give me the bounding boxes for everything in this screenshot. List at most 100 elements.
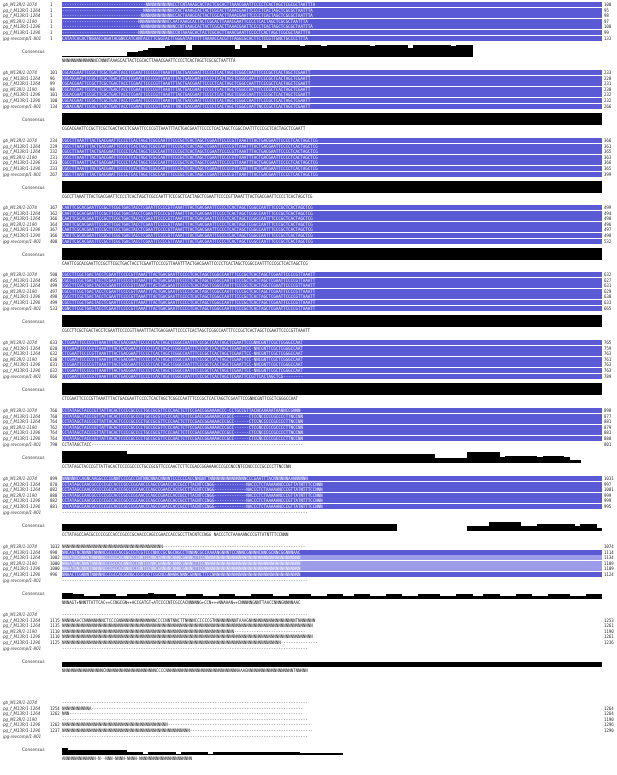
sequence-row[interactable]: pg_f_M13R/1-1296 367 CAATTCGCACGAATTCCGCTT… [0,227,617,233]
sequence-row[interactable]: pg_f_M13R/1-1264 1 -----------------------… [0,13,617,19]
sequence-row[interactable]: pg_f_M13R/1-1290 499 CGCCTTCGCTGACTACCTCGA… [0,300,617,305]
sequence-residues: --------------------------------NNNNNNNN… [62,13,602,19]
sequence-row[interactable]: pg_f_M13R/1-1264 878 CCTATAGCCAACGCCCCCGCC… [0,481,617,487]
consensus-bar [386,383,392,396]
sequence-row[interactable]: pg_f_M13R/1-1264 1 -----------------------… [0,7,617,13]
consensus-bar [423,662,430,668]
consensus-bar [332,315,338,328]
sequence-row[interactable]: jpg-revcomp/1-801 -----------------------… [0,578,617,583]
sequence-row[interactable]: pg_f_M13R/1-1290 1125 NNNNNNNNNNNNNNNNNNNN… [0,640,617,645]
sequence-row[interactable]: pg_f_M13R/1-1264 998 NNCAGTNCNNNNTNNNNCGCC… [0,549,617,555]
sequence-row[interactable]: pg_f_M13R/1-1290 1 -----------------------… [0,30,617,35]
sequence-row[interactable]: pg_f_M13R/1-1296 101 CGCACGAATTCCGCTTCGCTG… [0,92,617,98]
consensus-bar [191,524,198,532]
sequence-row[interactable]: gb_M13R/1-1074 500 CGCCTTCGCTGACTACCTCGAAT… [0,272,617,277]
sequence-row[interactable]: pg_f_M13R/1-1290 996 NNAACTCGNNNTNNNNNCCCG… [0,572,617,577]
sequence-row[interactable]: pg_f_M13R/1-1264 96 CGCACGAATTCCGCTTCGCTGA… [0,75,617,81]
sequence-row[interactable]: jpg-revcomp/1-801 666 CTCGAATTCCCCGTTAAATT… [0,373,617,379]
sequence-row[interactable]: jpg-revcomp/1-801 -----------------------… [0,646,617,651]
sequence-row[interactable]: pg_M13R/1-1190 630 CTCGAATTCCCCGTTAAATTTAC… [0,356,617,362]
sequence-row[interactable]: pg_f_M13R/1-1296 1110 NNNNNNNNNNNNNNNNNNNN… [0,634,617,639]
consensus-bar [94,662,101,668]
sequence-row[interactable]: pg_f_M13R/1-1290 764 CCTATAGCTACCCGTTATTAC… [0,436,617,441]
sequence-row[interactable]: pg_f_M13R/1-1264 760 CCTATAGCTACCCGTTATTAC… [0,413,617,419]
consensus-bar [240,315,246,328]
consensus-bar [348,524,354,532]
sequence-row[interactable]: jpg-revcomp/1-801 1 CATATCACACTNGAACCAGATA… [0,35,617,41]
sequence-row[interactable]: gb_M13R/1-1074 1032 NNNNNNNNNNNNNNNNNNNNNN… [0,544,617,549]
sequence-row[interactable]: pg_f_M13R/1-1264 1135 NNNNNNNNNNNNNNNNNNNN… [0,623,617,628]
sequence-row[interactable]: pg_f_M13R/1-1296 631 CTCGAATTCCCCGTTAAATTT… [0,362,617,368]
sequence-row[interactable]: pg_f_M13R/1-1264 628 CTCGAATTCCCCGTTAAATTT… [0,345,617,351]
sequence-row[interactable]: pg_f_M13R/1-1264 1262 NNN-----------------… [0,711,617,716]
sequence-row[interactable]: gb_M13R/1-1074 1 -------------------------… [0,2,617,7]
sequence-row[interactable]: gb_M13R/1-1074 --------------------------… [0,612,617,617]
sequence-row[interactable]: pg_f_M13R/1-1290 881 CCTATAGCCAACGCCCCCGCC… [0,504,617,509]
sequence-row[interactable]: pg_f_M13R/1-1296 1000 NNAATNNCNNNTNNNNNCCC… [0,566,617,572]
sequence-row[interactable]: pg_f_M13R/1-1264 499 CGCCTTCGCTGACTACCTCGA… [0,283,617,289]
sequence-row[interactable]: pg_f_M13R/1-1296 1 -----------------------… [0,24,617,30]
sequence-row[interactable]: gb_M13R/1-1074 101 CGCACGAATTCCGCTTCGCTGAC… [0,70,617,75]
sequence-row[interactable]: pg_M13R/1-1190 880 CCTATAGCCAACGCCCCCGCCAC… [0,492,617,498]
sequence-row[interactable]: pg_f_M13R/1-1264 632 CTCGAATTCCCCGTTAAATTT… [0,351,617,357]
sequence-row[interactable]: pg_f_M13R/1-1290 233 CGCCTTAAATTTACTGACGAA… [0,166,617,171]
sequence-row[interactable]: pg_f_M13R/1-1264 1254 NNNNNNNNNNNA--------… [0,706,617,711]
consensus-bar [78,750,84,756]
sequence-row[interactable]: jpg-revcomp/1-801 267 CGCCTTAAATTTACTGACGA… [0,171,617,177]
sequence-residues: ---------------------------------NNNNNNN… [62,7,602,13]
sequence-row[interactable]: pg_M13R/1-1190 1110 NNNNNNNNNNNNNNNNNNNNNN… [0,629,617,634]
consensus-bar [116,524,122,532]
sequence-row[interactable]: pg_f_M13R/1-1290 632 CTCGAATTCCCCGTTAAATTT… [0,368,617,373]
sequence-row[interactable]: gb_M13R/1-1074 234 CGCCTTAAATTTACTGACGAATT… [0,138,617,143]
sequence-row[interactable]: pg_f_M13R/1-1296 233 CGCCTTAAATTTACTGACGAA… [0,160,617,166]
sequence-row[interactable]: gb_M13R/1-1074 --------------------------… [0,700,617,705]
sequence-row[interactable]: pg_f_M13R/1-1264 764 CCTATAGCTACCCGTTATTAC… [0,419,617,425]
consensus-bar [62,56,68,58]
sequence-row[interactable]: pg_f_M13R/1-1264 1002 NNAATNCNNNNTNNNNNCCC… [0,555,617,561]
sequence-row[interactable]: pg_f_M13R/1-1296 498 CGCCTTCGCTGACTACCTCGA… [0,294,617,300]
sequence-row[interactable]: jpg-revcomp/1-801 400 CAATTCGCACGAATTCCGCT… [0,238,617,244]
sequence-row[interactable]: pg_f_M13R/1-1296 764 CCTATAGCTACCCGTTATTAC… [0,430,617,436]
sequence-row[interactable]: pg_f_M13R/1-1296 1262 NNNNNNNNNNNNNNNNNNNN… [0,722,617,727]
sequence-row[interactable]: pg_f_M13R/1-1264 1115 NNNNNAACCNNNNNNNNCTC… [0,618,617,623]
sequence-row[interactable]: pg_f_M13R/1-1264 366 CAATTCGCACGAATTCCGCTT… [0,216,617,222]
sequence-row[interactable]: pg_f_M13R/1-1264 495 CGCCTTCGCTGACTACCTCGA… [0,277,617,283]
sequence-row[interactable]: pg_f_M13R/1-1264 232 CGCCTTAAATTTACTGACGAA… [0,149,617,155]
sequence-row[interactable]: pg_f_M13R/1-1290 1237 NNNNNNNNNNNNNNNNNNNN… [0,728,617,733]
sequence-row[interactable]: pg_f_M13R/1-1296 882 CCTATAGCCAACGCCCCCGCC… [0,498,617,504]
sequence-row[interactable]: pg_M13R/1-1190 364 CAATTCGCACGAATTCCGCTTCG… [0,221,617,227]
consensus-bar [483,662,489,668]
sequence-row[interactable]: pg_f_M13R/1-1290 366 CAATTCGCACGAATTCCGCTT… [0,233,617,238]
consensus-bar [413,315,419,328]
consensus-bar [170,751,176,756]
sequence-row[interactable]: jpg-revcomp/1-801 790 CCTATAGCTACC--------… [0,442,617,447]
sequence-row[interactable]: gb_M13R/1-1074 899 NNNNNNCCAGNCAAGGCCCCGNN… [0,476,617,481]
sequence-row[interactable]: jpg-revcomp/1-801 134 CGNACGNATTCCGCTTCGCT… [0,103,617,109]
sequence-row[interactable]: gb_M13R/1-1074 766 CCTATAGCTACCCGTTATTACAC… [0,408,617,413]
sequence-row[interactable]: pg_f_M13R/1-1264 229 CGCCTTAAATTTACTGACGAA… [0,143,617,149]
start-position: 1 [50,30,53,35]
sequence-row[interactable]: pg_M13R/1-1190 --------------------------… [0,717,617,722]
consensus-bar [472,662,479,668]
sequence-row[interactable]: pg_f_M13R/1-1264 882 CCTATAGCCAACGCCCCCGCC… [0,487,617,493]
sequence-row[interactable]: pg_M13R/1-1190 762 CCTATAGCTACCCGTTATTACAC… [0,424,617,430]
sequence-row[interactable]: jpg-revcomp/1-801 -----------------------… [0,510,617,515]
sequence-row[interactable]: jpg-revcomp/1-801 -----------------------… [0,734,617,739]
sequence-row[interactable]: pg_M13R/1-1190 497 CGCCTTCGCTGACTACCTCGAAT… [0,288,617,294]
sequence-row[interactable]: pg_f_M13R/1-1290 100 CGCACGAATTCCGCTTCGCTG… [0,98,617,103]
sequence-row[interactable]: pg_M13R/1-1190 231 CGCCTTAAATTTACTGACGAATT… [0,154,617,160]
sequence-row[interactable]: pg_M13R/1-1190 98 CGCACGAATTCCGCTTCGCTGACT… [0,86,617,92]
sequence-row[interactable]: pg_M13R/1-1190 1000 NNAATNNCNNNTNNNNNCCCGC… [0,560,617,566]
sequence-row[interactable]: pg_M13R/1-1190 1 -------------------------… [0,18,617,24]
consensus-bar [288,453,295,464]
consensus-bar [326,524,333,532]
consensus-bar [310,662,317,668]
sequence-row[interactable]: pg_f_M13R/1-1264 362 CAATTCGCACGAATTCCGCTT… [0,210,617,216]
sequence-row[interactable]: gb_M13R/1-1074 367 CAATTCGCACGAATTCCGCTTCG… [0,205,617,210]
sequence-row[interactable]: pg_f_M13R/1-1264 99 CGCACGAATTCCGCTTCGCTGA… [0,81,617,87]
consensus-bar [407,595,414,600]
sequence-row[interactable]: gb_M13R/1-1074 633 CTCGAATTCCCCGTTAAATTTAC… [0,340,617,345]
consensus-bar [521,662,527,668]
sequence-row[interactable]: jpg-revcomp/1-801 533 CGNCTTCGCTGACTACCTCG… [0,305,617,311]
consensus-bar [229,383,236,396]
